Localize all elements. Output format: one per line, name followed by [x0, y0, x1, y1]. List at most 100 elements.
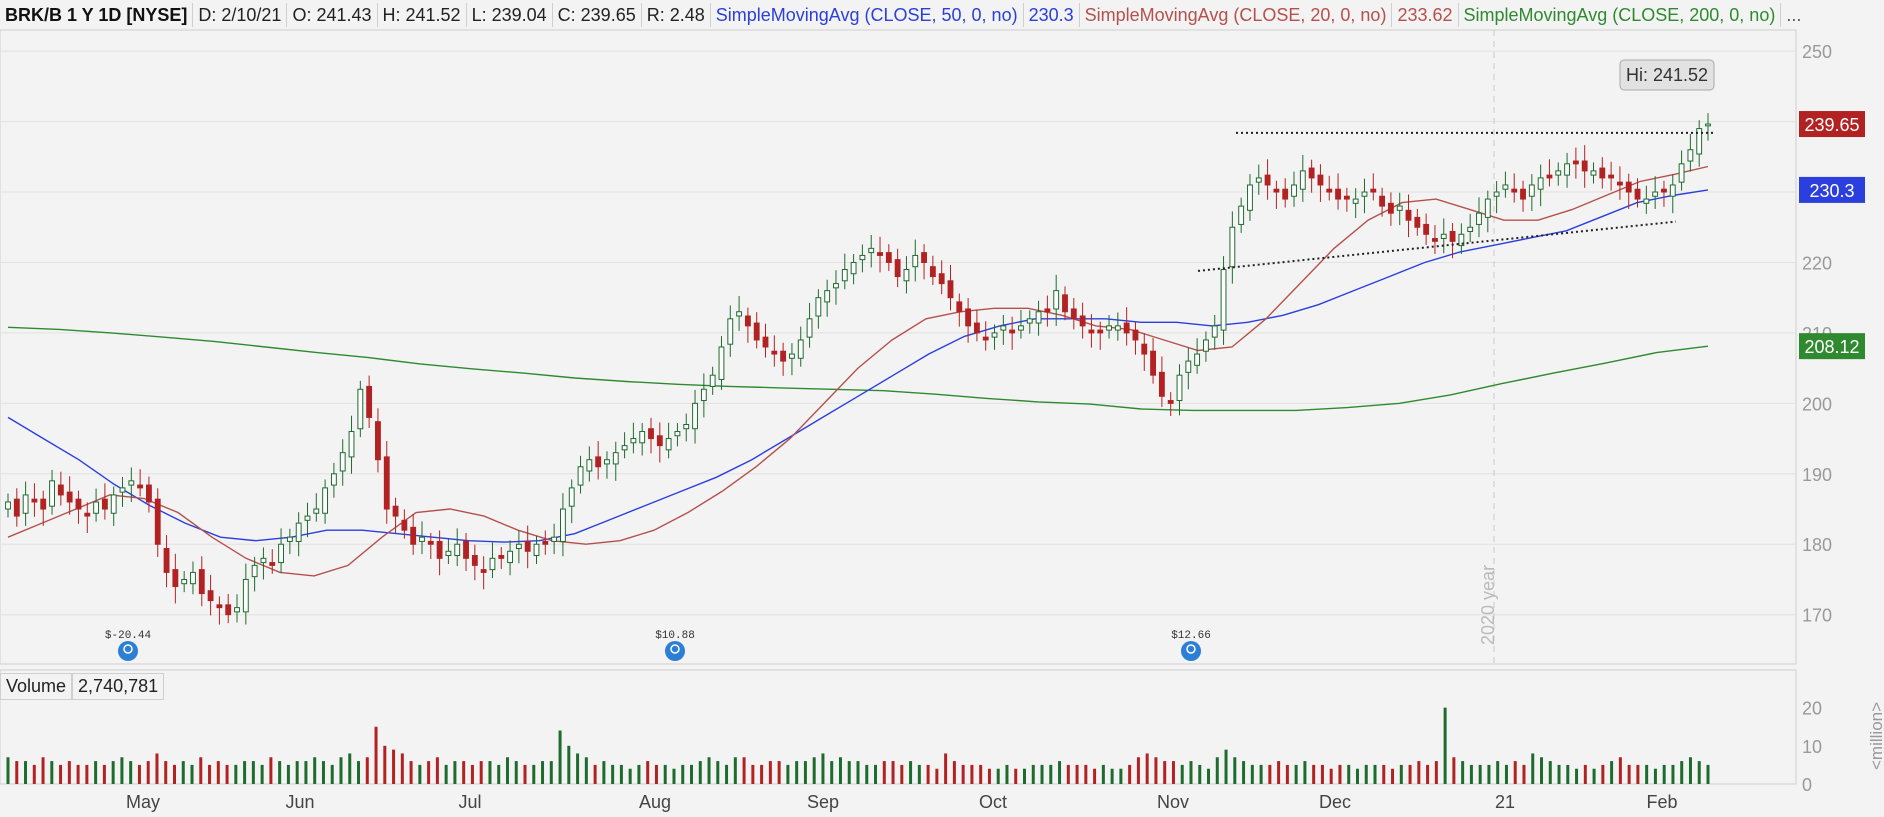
- price-badge-label: 230.3: [1809, 181, 1854, 201]
- volume-bar: [1031, 764, 1035, 784]
- volume-bar: [882, 761, 886, 784]
- volume-bar: [313, 757, 317, 784]
- more-studies-button[interactable]: ...: [1786, 5, 1802, 25]
- volume-bar: [383, 745, 387, 784]
- volume-bar: [1145, 753, 1149, 784]
- candle-down: [471, 555, 478, 566]
- volume-bar: [865, 764, 869, 784]
- candle-down: [401, 519, 408, 531]
- candle-down: [1432, 238, 1438, 242]
- volume-bar: [733, 757, 737, 784]
- candle-down: [1097, 329, 1104, 334]
- sma20-study-label[interactable]: SimpleMovingAvg (CLOSE, 20, 0, no): [1080, 3, 1393, 27]
- candle-down: [973, 322, 980, 334]
- candle-up: [1669, 184, 1676, 197]
- dividend-marker-glyph: [123, 644, 133, 654]
- price-panel-frame: [0, 29, 1797, 665]
- candle-up: [1537, 177, 1544, 190]
- volume-bar: [435, 757, 439, 784]
- candle-down: [383, 456, 390, 510]
- volume-bar: [987, 768, 991, 784]
- volume-bar: [120, 757, 124, 784]
- range-readout: R: 2.48: [642, 3, 711, 27]
- volume-bar: [1531, 753, 1535, 784]
- volume-bar: [663, 764, 667, 784]
- volume-bar: [1373, 764, 1377, 784]
- volume-bar: [952, 761, 956, 784]
- candle-down: [137, 484, 144, 489]
- sma50-study-label[interactable]: SimpleMovingAvg (CLOSE, 50, 0, no): [711, 3, 1024, 27]
- candle-down: [1661, 188, 1667, 193]
- candle-down: [1572, 160, 1579, 165]
- candle-up: [630, 438, 637, 444]
- volume-bar: [497, 764, 501, 784]
- volume-bar: [838, 757, 842, 784]
- volume-bar: [453, 761, 457, 784]
- sma200-study-label[interactable]: SimpleMovingAvg (CLOSE, 200, 0, no): [1459, 3, 1782, 27]
- candle-down: [216, 604, 223, 609]
- volume-bar: [996, 768, 1000, 784]
- candle-up: [110, 494, 117, 514]
- volume-bar: [1706, 764, 1710, 784]
- volume-bar: [234, 764, 238, 784]
- volume-bar: [190, 764, 194, 784]
- volume-bar: [1645, 764, 1649, 784]
- open-readout: O: 241.43: [287, 3, 378, 27]
- chart-header: BRK/B 1 Y 1D [NYSE] D: 2/10/21 O: 241.43…: [0, 0, 1806, 30]
- symbol-label[interactable]: BRK/B 1 Y 1D [NYSE]: [0, 3, 194, 27]
- candle-down: [57, 484, 64, 496]
- volume-bar: [164, 761, 168, 784]
- volume-bar: [725, 764, 729, 784]
- candle-up: [639, 431, 646, 444]
- candle-up: [348, 431, 355, 458]
- volume-bar: [970, 764, 974, 784]
- volume-bar: [1426, 764, 1430, 784]
- candle-up: [991, 332, 998, 338]
- y-tick-label: 180: [1802, 535, 1832, 555]
- volume-bar: [628, 768, 632, 784]
- volume-bar: [1408, 764, 1412, 784]
- volume-bar: [1487, 764, 1491, 784]
- volume-bar: [856, 761, 860, 784]
- volume-bar: [646, 761, 650, 784]
- candle-down: [207, 590, 214, 602]
- volume-bar: [295, 761, 299, 784]
- candle-down: [938, 273, 945, 285]
- candle-up: [1440, 233, 1447, 240]
- volume-bar: [1618, 757, 1622, 784]
- volume-bar: [111, 761, 115, 784]
- candle-up: [815, 297, 822, 317]
- volume-bar: [251, 761, 255, 784]
- candle-down: [656, 435, 663, 447]
- volume-bar: [532, 764, 536, 784]
- volume-bar: [243, 761, 247, 784]
- volume-bar: [1066, 764, 1070, 784]
- volume-bar: [1154, 757, 1158, 784]
- volume-bar: [944, 753, 948, 784]
- volume-bar: [15, 761, 19, 784]
- candle-up: [1194, 353, 1201, 366]
- volume-bar: [50, 761, 54, 784]
- volume-bar: [278, 761, 282, 784]
- candle-up: [727, 318, 734, 345]
- year-separator-label: 2020 year: [1478, 565, 1498, 645]
- candle-up: [1590, 170, 1597, 176]
- candle-up: [119, 487, 126, 493]
- volume-bar: [1277, 761, 1281, 784]
- volume-bar: [1207, 768, 1211, 784]
- volume-tick-label: 20: [1802, 699, 1822, 719]
- dividend-marker-glyph: [1186, 644, 1196, 654]
- candle-up: [1484, 198, 1491, 218]
- candle-up: [304, 515, 311, 521]
- candle-down: [1449, 230, 1456, 242]
- volume-bar: [462, 761, 466, 784]
- candle-up: [1053, 290, 1060, 310]
- candle-down: [1581, 160, 1588, 172]
- y-tick-label: 190: [1802, 465, 1832, 485]
- volume-bar: [488, 761, 492, 784]
- candle-up: [181, 578, 188, 585]
- candle-up: [1000, 325, 1007, 331]
- sma20-value: 233.62: [1392, 3, 1459, 27]
- candle-up: [1106, 325, 1112, 331]
- volume-bar: [1364, 764, 1368, 784]
